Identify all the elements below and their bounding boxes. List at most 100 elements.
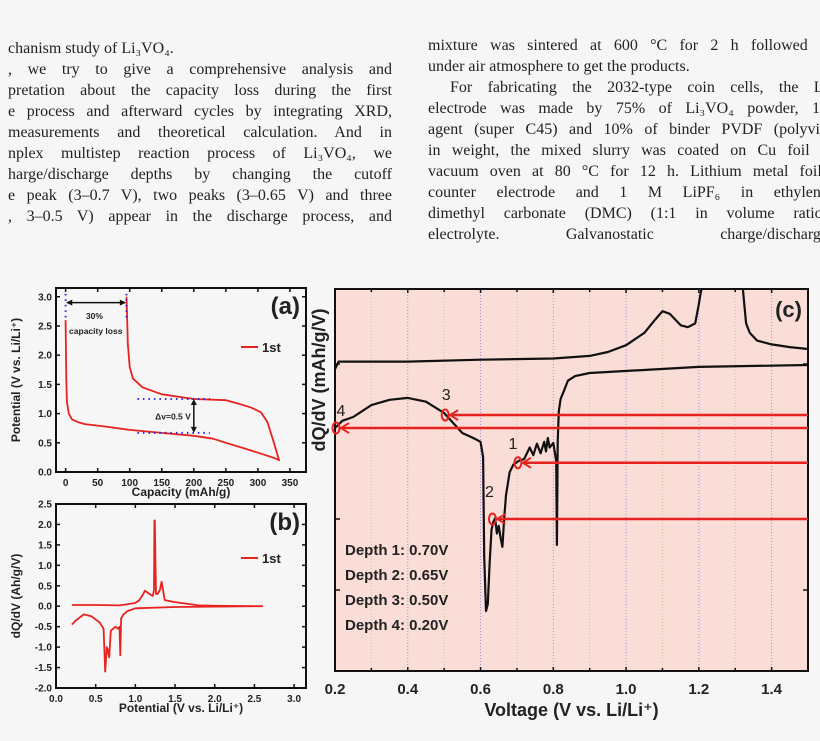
x-tick-label: 1.0 — [128, 694, 142, 705]
text-line: , we try to give a comprehensive analysi… — [8, 61, 392, 78]
left-text-column: chanism study of Li₃VO₄. , we try to give… — [8, 38, 392, 227]
y-tick-label: 2.5 — [38, 500, 52, 511]
depth-marker-circle — [331, 421, 341, 435]
axes-frame — [55, 503, 307, 689]
x-tick-label: 250 — [218, 478, 235, 489]
depth-arrow-head — [340, 422, 350, 434]
x-tick-label: 50 — [92, 478, 104, 489]
y-tick-label: 2.0 — [38, 351, 52, 362]
text-line: e peak (3–0.7 V), two peaks (3–0.65 V) a… — [8, 187, 392, 204]
x-tick-label: 0.2 — [325, 681, 346, 698]
arrow-head — [66, 299, 126, 306]
x-tick-label: 1.4 — [761, 681, 783, 698]
depth-annotation: Depth 1: 0.70V — [345, 542, 448, 559]
depth-number-label: 2 — [485, 484, 494, 501]
y-tick-label: 0.0 — [38, 468, 52, 479]
x-tick-label: 1.2 — [688, 681, 709, 698]
text-line: pretation about the capacity loss during… — [8, 82, 392, 99]
x-tick-label: 1.0 — [616, 681, 637, 698]
chart-c: 0.2 0.4 0.6 0.8 1.0 1.2 1.4 Voltage (V vs. Li/L… — [309, 288, 809, 720]
x-tick-label: 0.5 — [89, 694, 103, 705]
depth-arrow-head — [496, 513, 506, 525]
y-tick-label: 1.5 — [38, 540, 52, 551]
chart-a: 0 50 100 150 200 250 300 350 0.0 0.5 1.0 1.5 2.0 2.5 3… — [9, 287, 307, 499]
depth-annotation: Depth 3: 0.50V — [345, 592, 448, 609]
text-line: counter electrode and 1 M LiPF₆ in ethyl… — [428, 184, 820, 201]
x-tick-label: 350 — [282, 478, 299, 489]
text-line: nplex multistep reaction process of Li₃V… — [8, 145, 392, 162]
text-line: electrolyte. Galvanostatic charge/discha… — [428, 226, 820, 243]
text-line: agent (super C45) and 10% of binder PVDF… — [428, 121, 820, 138]
x-tick-label: 2.0 — [208, 694, 222, 705]
y-tick-label: 0.0 — [38, 602, 52, 613]
y-tick-label: 1.0 — [38, 409, 52, 420]
depth-marker-circle — [513, 456, 523, 470]
annotation-text: 30% — [86, 311, 103, 321]
x-tick-label: 1.5 — [168, 694, 182, 705]
y-tick-label: 0.5 — [38, 581, 52, 592]
y-axis-label: dQ/dV (Ah/g/V) — [9, 554, 23, 639]
depth-annotation: Depth 2: 0.65V — [345, 567, 448, 584]
depth-arrow-head — [449, 409, 459, 421]
x-tick-label: 0.4 — [397, 681, 419, 698]
legend-label: 1st — [262, 340, 281, 355]
axes-frame — [334, 288, 809, 672]
series-line — [335, 289, 703, 370]
text-line: e process and afterward cycles by integr… — [8, 103, 392, 120]
text-line: under air atmosphere to get the products… — [428, 58, 690, 75]
text-line: chanism study of Li₃VO₄. — [8, 40, 174, 57]
y-tick-label: 3.0 — [38, 292, 52, 303]
y-tick-label: -1.0 — [35, 643, 53, 654]
axes-frame — [55, 287, 307, 473]
y-tick-label: -2.0 — [35, 684, 53, 695]
y-tick-label: -1.5 — [35, 663, 53, 674]
chart-b: 0.0 0.5 1.0 1.5 2.0 2.5 3.0 -2.0 -1.5 -1.0 -0.5 0.0… — [9, 500, 307, 715]
y-tick-label: 1.5 — [38, 380, 52, 391]
x-tick-label: 150 — [153, 478, 170, 489]
series-line — [64, 296, 280, 462]
text-line: mixture was sintered at 600 °C for 2 h f… — [428, 37, 820, 54]
depth-marker-circle — [487, 512, 497, 526]
right-text-column: mixture was sintered at 600 °C for 2 h f… — [428, 35, 820, 245]
y-axis-label: Potential (V vs. Li/Li⁺) — [9, 318, 23, 442]
series-line — [71, 519, 264, 673]
panel-label: (a) — [271, 293, 300, 320]
y-tick-label: 1.0 — [38, 561, 52, 572]
y-tick-label: -0.5 — [35, 622, 53, 633]
text-line: vacuum oven at 80 °C for 12 h. Lithium m… — [428, 163, 820, 180]
text-line: For fabricating the 2032-type coin cells… — [450, 79, 820, 96]
plot-area — [56, 288, 306, 472]
x-tick-label: 200 — [185, 478, 202, 489]
x-tick-label: 0.8 — [543, 681, 564, 698]
y-tick-label: 2.5 — [38, 321, 52, 332]
y-axis-label: dQ/dV (mAh/g/V) — [309, 309, 329, 452]
depth-number-label: 3 — [442, 387, 451, 404]
x-axis-label: Potential (V vs. Li/Li⁺) — [119, 701, 243, 715]
annotation-text: Δv=0.5 V — [155, 412, 191, 422]
x-tick-label: 0.6 — [470, 681, 491, 698]
text-line: dimethyl carbonate (DMC) (1:1 in volume … — [428, 205, 820, 222]
text-line: harge/discharge depths by changing the c… — [8, 166, 392, 183]
depth-number-label: 1 — [508, 436, 517, 453]
depth-marker-circle — [440, 408, 450, 422]
depth-annotation: Depth 4: 0.20V — [345, 617, 448, 634]
text-line: , 3–0.5 V) appear in the discharge proce… — [8, 208, 392, 225]
x-tick-label: 300 — [250, 478, 267, 489]
legend-label: 1st — [262, 551, 281, 566]
x-tick-label: 100 — [121, 478, 138, 489]
x-tick-label: 2.5 — [247, 694, 261, 705]
annotation-text: capacity loss — [69, 326, 123, 336]
series-line — [741, 289, 808, 351]
text-line: measurements and theoretical calculation… — [8, 124, 392, 141]
text-line: electrode was made by 75% of Li₃VO₄ powd… — [428, 100, 820, 117]
y-tick-label: 0.5 — [38, 438, 52, 449]
panel-label: (c) — [775, 297, 802, 322]
x-axis-label: Capacity (mAh/g) — [132, 485, 231, 499]
x-tick-label: 0 — [63, 478, 69, 489]
text-line: in weight, the mixed slurry was coated o… — [428, 142, 820, 159]
panel-label: (b) — [269, 509, 300, 536]
y-tick-label: 2.0 — [38, 520, 52, 531]
x-axis-label: Voltage (V vs. Li/Li⁺) — [484, 700, 658, 720]
depth-number-label: 4 — [337, 403, 346, 420]
